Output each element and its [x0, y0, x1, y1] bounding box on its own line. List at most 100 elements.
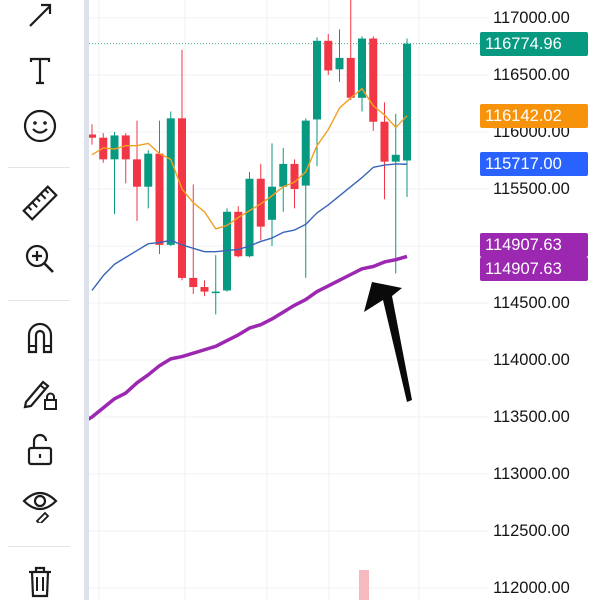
eye-icon: [21, 487, 59, 528]
unlock-icon: [23, 431, 57, 472]
ema-fast-line: [91, 87, 408, 230]
candle-body: [369, 38, 378, 122]
candle: [200, 280, 209, 297]
annotation-arrow: [364, 282, 412, 402]
ruler-icon: [20, 183, 60, 228]
candle: [144, 150, 153, 209]
candle-body: [155, 153, 164, 245]
candle-body: [403, 43, 411, 161]
lock-all-tool[interactable]: [18, 431, 62, 471]
price-axis-label: 114500.00: [493, 294, 570, 312]
candle: [155, 120, 164, 254]
candle: [121, 133, 130, 184]
candle-body: [166, 118, 175, 245]
annotation-layer: [364, 282, 412, 402]
candle: [189, 184, 198, 294]
remove-drawings-tool[interactable]: [18, 563, 62, 603]
arrow-icon: [25, 0, 55, 35]
text-tool[interactable]: [18, 53, 62, 93]
zoom-in-tool[interactable]: [18, 241, 62, 281]
candle-body: [268, 186, 276, 220]
candle-body: [110, 135, 119, 160]
drawing-toolbar: [0, 0, 80, 600]
trash-icon: [24, 563, 56, 604]
candle: [211, 255, 220, 315]
emoji-tool[interactable]: [18, 108, 62, 148]
candle-body: [346, 57, 355, 98]
price-tag: 116142.02: [480, 103, 588, 128]
candle-body: [144, 153, 153, 187]
candle-body: [324, 40, 333, 71]
candle: [380, 102, 389, 200]
candle: [403, 38, 411, 197]
candle: [166, 111, 175, 246]
toolbar-divider: [8, 546, 70, 547]
arrow-draw-tool[interactable]: [18, 0, 62, 37]
candle-body: [301, 120, 310, 186]
candle: [358, 36, 366, 112]
toolbar-divider: [8, 300, 70, 301]
candle: [245, 171, 254, 258]
candle-body: [358, 38, 366, 98]
price-tag: 114907.63: [480, 232, 588, 257]
volume-bar: [359, 570, 369, 600]
pencil-lock-icon: [21, 374, 59, 417]
price-axis-label: 115500.00: [493, 180, 570, 198]
candle-body: [234, 211, 243, 257]
price-axis-label: 113500.00: [493, 408, 570, 426]
magnet-icon: [23, 319, 57, 360]
candle-body: [335, 57, 344, 70]
ema-slow-line: [89, 254, 408, 421]
candle: [335, 29, 344, 82]
price-axis-label: 113000.00: [493, 465, 570, 483]
chart-grid: [89, 0, 489, 600]
zoom-in-icon: [23, 242, 57, 281]
smiley-icon: [22, 108, 58, 149]
candle-body: [133, 159, 141, 187]
candle-body: [391, 154, 400, 162]
candle: [89, 124, 96, 145]
chart-area[interactable]: 117000.00116500.00116000.00115500.001150…: [89, 0, 600, 600]
candle: [256, 163, 265, 241]
candle: [324, 33, 333, 75]
candle: [279, 147, 288, 212]
candle-body: [189, 277, 198, 288]
toolbar-pane-edge[interactable]: [84, 0, 89, 600]
lock-drawings-tool[interactable]: [18, 375, 62, 415]
chart-overlays: [89, 43, 489, 600]
candle-body: [200, 287, 209, 292]
price-axis-label: 117000.00: [493, 9, 570, 27]
moving-averages: [89, 87, 408, 421]
candle-body: [178, 118, 186, 278]
candle-body: [313, 40, 321, 120]
candle: [391, 113, 400, 274]
candle: [301, 118, 310, 278]
candle: [369, 36, 378, 131]
price-tag: 115717.00: [480, 152, 588, 177]
candle: [268, 143, 276, 246]
candle: [133, 120, 141, 221]
candle-body: [245, 178, 254, 257]
candle-body: [89, 134, 96, 138]
price-tag: 116774.96: [480, 31, 588, 56]
price-axis-label: 112000.00: [493, 579, 570, 597]
price-axis-label: 112500.00: [493, 522, 570, 540]
candle: [178, 49, 186, 281]
candle: [290, 159, 299, 209]
magnet-tool[interactable]: [18, 319, 62, 359]
candle-body: [279, 163, 288, 187]
toolbar-divider: [8, 167, 70, 168]
hide-drawings-tool[interactable]: [18, 487, 62, 527]
price-axis-label: 114000.00: [493, 351, 570, 369]
ema-mid-line: [91, 163, 408, 291]
candle-body: [256, 178, 265, 227]
candle-body: [290, 163, 299, 189]
price-chart[interactable]: [89, 0, 600, 600]
candle-body: [121, 135, 130, 160]
price-tag: 114907.63: [480, 256, 588, 281]
candle: [110, 132, 119, 215]
price-axis-label: 116500.00: [493, 66, 570, 84]
text-icon: [25, 54, 55, 93]
ruler-tool[interactable]: [18, 183, 62, 228]
candle-body: [211, 291, 220, 294]
